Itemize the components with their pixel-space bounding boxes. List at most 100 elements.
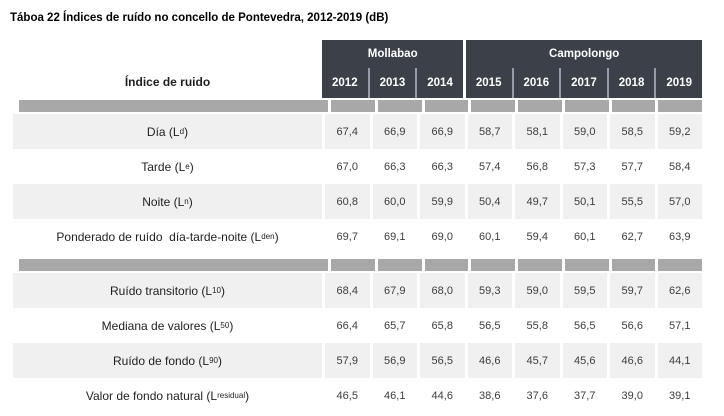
separator-cell	[421, 100, 469, 112]
value-cell: 38,6	[464, 378, 512, 413]
value-cell: 59,5	[559, 273, 607, 308]
value-cell: 56,6	[607, 308, 655, 343]
value-cell: 56,5	[464, 308, 512, 343]
group-header-campolongo: Campolongo	[463, 40, 702, 68]
year-header-2013: 2013	[367, 68, 416, 98]
table-row: Ponderado de ruído día-tarde-noite (L den…	[13, 219, 702, 254]
table-title: Táboa 22 Índices de ruído no concello de…	[10, 12, 389, 24]
table-row: Mediana de valores (L 50) 66,4 65,7 65,8 …	[13, 308, 702, 343]
separator-cell	[608, 100, 656, 112]
table-row: Noite (L n) 60,8 60,0 59,9 50,4 49,7 50,1…	[13, 184, 702, 219]
separator-cell	[655, 259, 702, 271]
value-cell: 56,5	[559, 308, 607, 343]
value-cell: 39,1	[654, 378, 702, 413]
value-cell: 59,4	[512, 219, 560, 254]
year-header-2016: 2016	[511, 68, 560, 98]
value-cell: 56,9	[369, 343, 417, 378]
row-label: Tarde (L e)	[13, 149, 322, 184]
value-cell: 66,4	[322, 308, 370, 343]
separator-cell	[374, 259, 422, 271]
value-cell: 55,8	[512, 308, 560, 343]
value-cell: 69,1	[369, 219, 417, 254]
value-cell: 46,6	[464, 343, 512, 378]
value-cell: 65,7	[369, 308, 417, 343]
value-cell: 62,7	[607, 219, 655, 254]
group-header-row: Mollabao Campolongo	[322, 40, 702, 68]
value-cell: 37,7	[559, 378, 607, 413]
year-header-2018: 2018	[606, 68, 655, 98]
table-row: Valor de fondo natural (L residual) 46,5 …	[13, 378, 702, 413]
value-cell: 60,1	[464, 219, 512, 254]
value-cell: 68,4	[322, 273, 370, 308]
separator-cell	[515, 259, 562, 271]
value-cell: 57,9	[322, 343, 370, 378]
separator-cell	[561, 259, 609, 271]
year-header-2019: 2019	[654, 68, 702, 98]
value-cell: 49,7	[512, 184, 560, 219]
value-cell: 67,0	[322, 149, 370, 184]
group-header-mollabao: Mollabao	[322, 40, 464, 68]
value-cell: 58,1	[512, 114, 560, 149]
value-cell: 46,5	[322, 378, 370, 413]
separator-cell	[515, 100, 562, 112]
value-cell: 44,1	[654, 343, 702, 378]
value-cell: 59,2	[654, 114, 702, 149]
value-cell: 44,6	[417, 378, 465, 413]
separator-row	[13, 259, 702, 271]
value-cell: 57,4	[464, 149, 512, 184]
year-header-row: 2012 2013 2014 2015 2016 2017 2018 2019	[322, 68, 702, 98]
table-row: Ruído transitorio (L 10) 68,4 67,9 68,0 5…	[13, 273, 702, 308]
row-label: Ruído transitorio (L 10)	[13, 273, 322, 308]
year-header-2014: 2014	[415, 68, 463, 98]
value-cell: 59,0	[512, 273, 560, 308]
noise-indices-table: Índice de ruido Mollabao Campolongo 2012…	[13, 40, 702, 413]
value-cell: 65,8	[417, 308, 465, 343]
value-cell: 60,0	[369, 184, 417, 219]
row-label: Ruído de fondo (L 90)	[13, 343, 322, 378]
value-cell: 60,1	[559, 219, 607, 254]
value-cell: 66,9	[369, 114, 417, 149]
separator-cell	[468, 259, 515, 271]
separator-cell	[655, 100, 702, 112]
separator-cell	[561, 100, 609, 112]
value-cell: 58,7	[464, 114, 512, 149]
value-cell: 58,4	[654, 149, 702, 184]
year-header-2012: 2012	[322, 68, 368, 98]
row-label: Valor de fondo natural (L residual)	[13, 378, 322, 413]
row-header-label: Índice de ruido	[13, 40, 322, 98]
value-cell: 37,6	[512, 378, 560, 413]
row-label: Mediana de valores (L 50)	[13, 308, 322, 343]
table-row: Ruído de fondo (L 90) 57,9 56,9 56,5 46,6…	[13, 343, 702, 378]
value-cell: 59,9	[417, 184, 465, 219]
value-cell: 59,7	[607, 273, 655, 308]
value-cell: 57,0	[654, 184, 702, 219]
value-cell: 45,6	[559, 343, 607, 378]
year-header-block: Mollabao Campolongo 2012 2013 2014 2015 …	[322, 40, 702, 98]
separator-cell	[19, 100, 328, 112]
row-label: Ponderado de ruído día-tarde-noite (L den…	[13, 219, 322, 254]
value-cell: 46,1	[369, 378, 417, 413]
table-row: Tarde (L e) 67,0 66,3 66,3 57,4 56,8 57,3…	[13, 149, 702, 184]
value-cell: 67,4	[322, 114, 370, 149]
value-cell: 57,7	[607, 149, 655, 184]
value-cell: 66,3	[369, 149, 417, 184]
value-cell: 56,8	[512, 149, 560, 184]
year-header-2015: 2015	[462, 68, 512, 98]
value-cell: 50,1	[559, 184, 607, 219]
value-cell: 55,5	[607, 184, 655, 219]
value-cell: 46,6	[607, 343, 655, 378]
value-cell: 66,9	[417, 114, 465, 149]
value-cell: 66,3	[417, 149, 465, 184]
value-cell: 69,7	[322, 219, 370, 254]
separator-cell	[421, 259, 469, 271]
separator-cell	[19, 259, 328, 271]
value-cell: 68,0	[417, 273, 465, 308]
value-cell: 57,3	[559, 149, 607, 184]
separator-cell	[328, 259, 375, 271]
value-cell: 58,5	[607, 114, 655, 149]
separator-row	[13, 100, 702, 112]
value-cell: 45,7	[512, 343, 560, 378]
separator-cell	[608, 259, 656, 271]
row-label: Noite (L n)	[13, 184, 322, 219]
separator-cell	[328, 100, 375, 112]
